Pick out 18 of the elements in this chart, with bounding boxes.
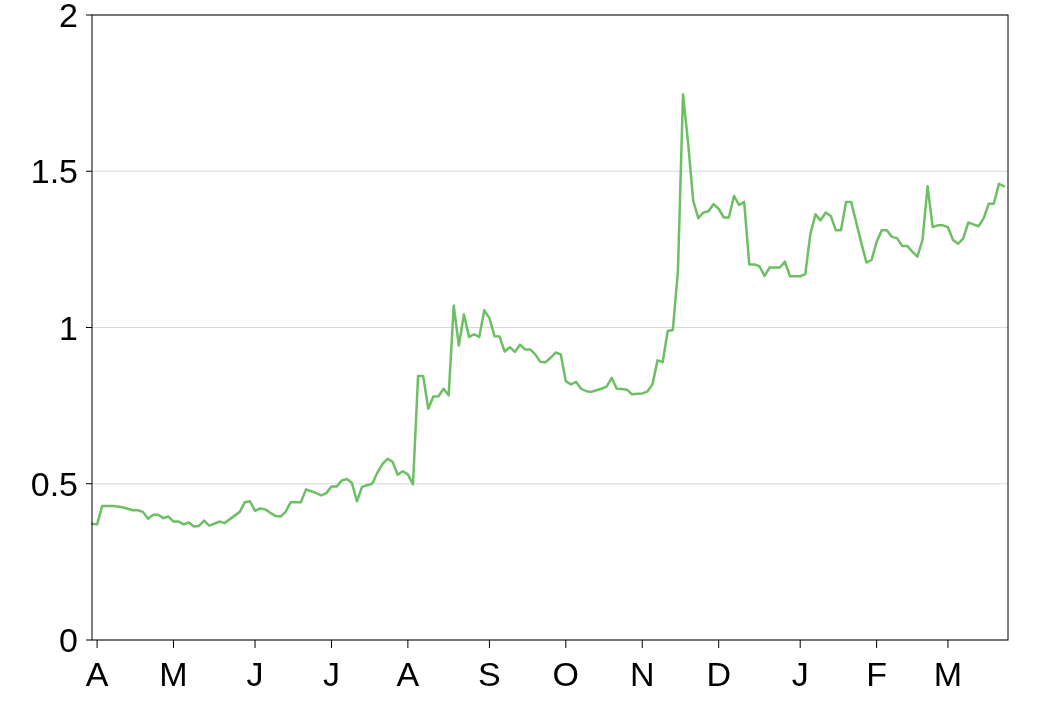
y-tick-label: 0.5 — [30, 464, 78, 503]
x-tick-label: M — [159, 655, 188, 693]
y-tick-label: 2 — [59, 0, 78, 35]
x-tick-label: F — [866, 655, 888, 693]
y-tick-label: 1 — [59, 308, 78, 347]
x-tick-label: J — [322, 655, 340, 693]
x-tick-label: N — [629, 655, 655, 693]
x-tick-label: D — [706, 655, 731, 693]
x-tick-label: A — [396, 655, 420, 693]
line-series — [90, 93, 1006, 528]
x-tick-label: M — [933, 655, 963, 693]
x-tick-label: J — [791, 655, 809, 693]
x-tick-label: S — [478, 655, 501, 693]
x-tick-label: J — [246, 655, 264, 693]
x-tick-label: A — [85, 655, 109, 693]
x-tick-label: O — [552, 655, 580, 693]
y-tick-label: 1.5 — [30, 152, 78, 191]
y-tick-label: 0 — [59, 621, 78, 660]
